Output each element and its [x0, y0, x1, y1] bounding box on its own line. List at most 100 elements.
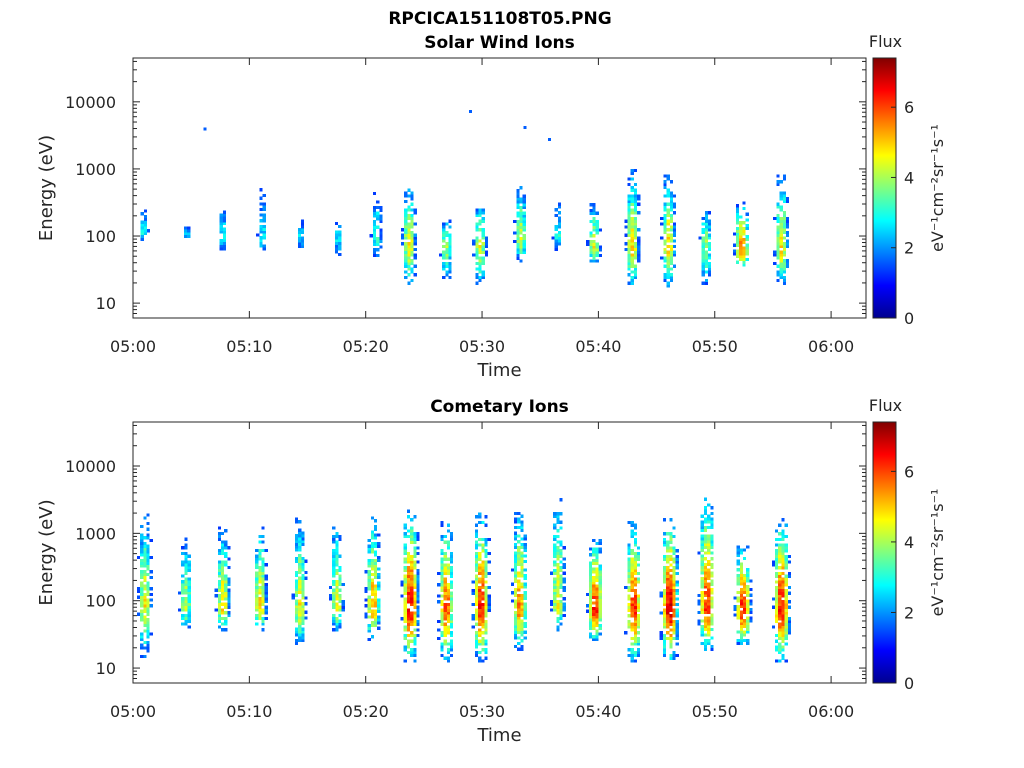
spectrogram-cell: [471, 588, 475, 592]
spectrogram-cell: [779, 264, 783, 268]
spectrogram-cell: [259, 241, 263, 245]
spectrogram-cell: [710, 644, 714, 648]
spectrogram-cell: [598, 570, 602, 574]
spectrogram-cell: [704, 264, 708, 268]
spectrogram-cell: [778, 611, 782, 615]
spectrogram-cell: [143, 604, 147, 608]
spectrogram-cell: [703, 574, 708, 578]
spectrogram-cell: [517, 520, 521, 524]
spectrogram-cell: [413, 540, 417, 544]
spectrogram-cell: [255, 602, 259, 606]
spectrogram-cell: [301, 596, 305, 600]
spectrogram-cell: [779, 267, 783, 271]
burst-05:33.1: [510, 511, 527, 651]
spectrogram-cell: [700, 630, 704, 634]
spectrogram-cell: [372, 206, 377, 210]
spectrogram-cell: [776, 239, 780, 243]
spectrogram-cell: [484, 585, 488, 590]
spectrogram-cell: [440, 577, 444, 581]
spectrogram-cell: [746, 545, 750, 549]
spectrogram-cell: [140, 592, 144, 596]
spectrogram-cell: [630, 216, 634, 220]
spectrogram-cell: [404, 256, 408, 260]
spectrogram-cell: [704, 278, 708, 282]
spectrogram-cell: [140, 601, 144, 605]
spectrogram-cell: [775, 529, 779, 533]
spectrogram-cell: [481, 659, 485, 663]
spectrogram-cell: [440, 566, 444, 570]
spectrogram-cell: [672, 636, 676, 641]
spectrogram-cell: [739, 616, 743, 620]
spectrogram-cell: [556, 574, 560, 578]
spectrogram-cell: [442, 222, 446, 226]
spectrogram-cell: [703, 599, 708, 603]
spectrogram-cell: [332, 537, 336, 541]
spectrogram-cell: [301, 539, 305, 544]
spectrogram-cell: [258, 585, 262, 589]
spectrogram-cell: [258, 577, 262, 581]
spectrogram-cell: [637, 648, 641, 652]
spectrogram-cell: [370, 635, 374, 639]
spectrogram-cell: [478, 651, 482, 655]
spectrogram-cell: [592, 570, 596, 574]
spectrogram-cell: [258, 605, 262, 609]
spectrogram-cell: [184, 577, 188, 581]
spectrogram-cell: [520, 554, 524, 558]
spectrogram-cell: [367, 623, 371, 628]
spectrogram-cell: [627, 614, 631, 618]
spectrogram-cell: [522, 248, 526, 252]
spectrogram-cell: [787, 617, 791, 621]
spectrogram-cell: [703, 497, 708, 501]
spectrogram-cell: [301, 619, 305, 623]
spectrogram-cell: [255, 571, 259, 575]
spectrogram-cell: [221, 560, 225, 564]
spectrogram-cell: [298, 579, 302, 583]
spectrogram-cell: [633, 253, 638, 257]
x-tick-label: 05:00: [110, 337, 156, 356]
spectrogram-cell: [516, 197, 520, 201]
spectrogram-cell: [372, 191, 377, 196]
spectrogram-cell: [633, 168, 638, 173]
spectrogram-cell: [446, 523, 450, 527]
spectrogram-cell: [413, 597, 417, 601]
spectrogram-cell: [666, 253, 670, 257]
spectrogram-cell: [221, 540, 225, 544]
spectrogram-cell: [781, 535, 785, 539]
spectrogram-cell: [143, 575, 147, 579]
spectrogram-cell: [592, 606, 596, 611]
spectrogram-cell: [478, 250, 482, 254]
spectrogram-cell: [517, 548, 521, 552]
spectrogram-cell: [446, 588, 450, 592]
spectrogram-cell: [440, 583, 444, 587]
spectrogram-cell: [478, 608, 482, 612]
spectrogram-cell: [294, 633, 299, 637]
spectrogram-cell: [778, 580, 782, 584]
spectrogram-cell: [592, 203, 596, 207]
x-tick-label: 05:40: [575, 702, 621, 721]
spectrogram-cell: [592, 623, 596, 628]
spectrogram-cell: [410, 532, 414, 536]
spectrogram-cell: [261, 585, 265, 589]
spectrogram-cell: [669, 642, 673, 646]
spectrogram-cell: [710, 627, 714, 631]
spectrogram-cell: [440, 557, 444, 561]
spectrogram-cell: [450, 631, 454, 635]
spectrogram-cell: [666, 259, 670, 263]
spectrogram-cell: [700, 534, 704, 538]
spectrogram-cell: [703, 608, 708, 612]
spectrogram-cell: [662, 614, 667, 618]
spectrogram-cell: [595, 222, 599, 227]
spectrogram-cell: [519, 251, 523, 255]
spectrogram-cell: [261, 563, 265, 567]
spectrogram-cell: [181, 616, 185, 621]
spectrogram-cell: [666, 236, 670, 240]
spectrogram-cell: [332, 619, 336, 623]
spectrogram-cell: [140, 615, 144, 619]
spectrogram-cell: [370, 558, 374, 562]
spectrogram-cell: [413, 642, 417, 646]
spectrogram-cell: [701, 228, 705, 232]
spectrogram-cell: [778, 622, 782, 626]
y-tick-label: 10000: [65, 93, 116, 112]
spectrogram-cell: [675, 583, 679, 587]
spectrogram-cell: [406, 569, 411, 573]
